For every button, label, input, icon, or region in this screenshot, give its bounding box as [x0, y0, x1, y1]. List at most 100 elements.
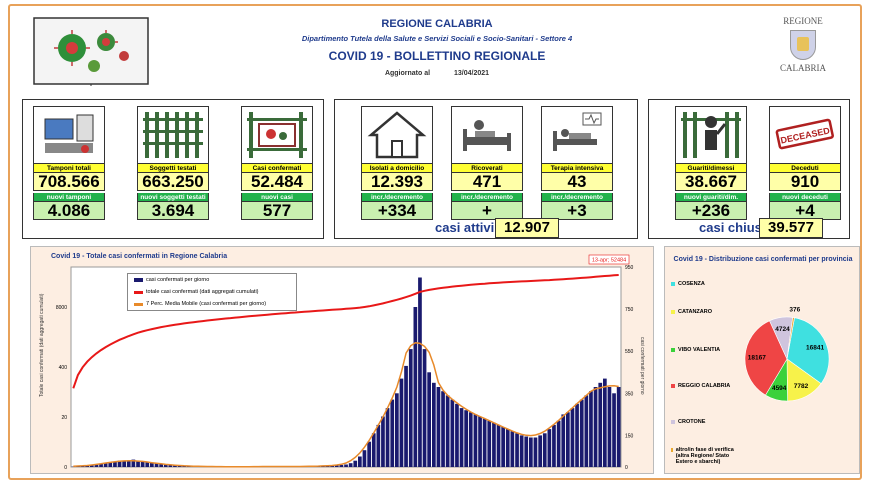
card-sub-label: incr./decremento [451, 193, 523, 202]
daily-bar [408, 349, 413, 467]
card-soggetti: Soggetti testati 663.250 nuovi soggetti … [137, 106, 209, 220]
right-tick-label: 750 [625, 307, 634, 313]
card-guariti: Guariti/dimessi 38.667 nuovi guariti/dim… [675, 106, 747, 220]
card-value: 663.250 [137, 173, 209, 191]
daily-bar [612, 393, 616, 467]
icu-bed-icon [541, 106, 613, 164]
pie-legend-swatch [671, 348, 675, 352]
right-tick-label: 0 [625, 465, 628, 471]
daily-bar [473, 414, 478, 467]
card-sub-value: +236 [675, 202, 747, 220]
daily-bar [330, 465, 334, 467]
department-subtitle: Dipartimento Tutela della Salute e Servi… [301, 34, 573, 43]
card-sub-label: incr./decremento [541, 193, 613, 202]
region-logo: REGIONE CALABRIA [768, 16, 838, 90]
pie-legend-label: REGGIO CALABRIA [678, 383, 731, 389]
left-tick-label: 8000 [56, 305, 67, 311]
card-label: Ricoverati [451, 164, 523, 173]
legend-item: 7 Perc. Media Mobile (casi confermati pe… [134, 301, 266, 307]
card-ricoverati: Ricoverati 471 incr./decremento + [451, 106, 523, 220]
moving-average-line [73, 342, 619, 468]
pie-legend-swatch [671, 384, 675, 388]
daily-bar [510, 431, 515, 467]
legend-label: 7 Perc. Media Mobile (casi confermati pe… [146, 301, 267, 307]
active-group: Isolati a domicilio 12.393 incr./decreme… [334, 99, 638, 239]
bulletin-frame: REGIONE CALABRIA Dipartimento Tutela del… [8, 4, 862, 480]
card-sub-value: +3 [541, 202, 613, 220]
pie-legend-item: COSENZA [671, 281, 743, 287]
daily-bar [422, 349, 427, 467]
card-isolati: Isolati a domicilio 12.393 incr./decreme… [361, 106, 433, 220]
daily-bar [113, 461, 117, 467]
daily-bar [371, 433, 376, 467]
card-casi-confermati: Casi confermati 52.484 nuovi casi 577 [241, 106, 313, 220]
daily-bar [80, 466, 85, 467]
daily-bar [150, 462, 154, 467]
region-title: REGIONE CALABRIA [381, 18, 493, 30]
chart-legend: casi confermati per giorno totale casi c… [127, 273, 297, 311]
daily-bar [173, 465, 177, 467]
daily-bar [598, 382, 603, 467]
daily-bar [589, 391, 593, 467]
daily-bar [436, 387, 441, 467]
card-label: Soggetti testati [137, 164, 209, 173]
card-label: Casi confermati [241, 164, 313, 173]
pie-legend-label: altro/in fase di verifica (altra Regione… [675, 447, 734, 465]
closed-cases-label: casi chiusi [699, 220, 766, 235]
left-tick-label: 0 [64, 465, 67, 471]
cumulative-line [72, 274, 619, 389]
daily-bar [163, 464, 168, 467]
pie-legend-swatch [671, 282, 675, 286]
pie-legend-label: VIBO VALENTIA [678, 347, 721, 353]
pie-legend-label: CATANZARO [678, 309, 713, 315]
deceased-stamp-icon: DECEASED [769, 106, 841, 164]
daily-bar [418, 277, 422, 467]
confirmed-cases-icon [241, 106, 313, 164]
pie-legend-item: VIBO VALENTIA [671, 347, 743, 353]
daily-bar [593, 387, 598, 467]
pie-slice-label: 4724 [775, 326, 790, 333]
daily-bar [168, 464, 173, 467]
card-value: 43 [541, 173, 613, 191]
daily-bar [445, 395, 450, 467]
active-cases-value: 12.907 [495, 218, 559, 238]
daily-bar [607, 387, 612, 467]
card-sub-value: + [451, 202, 523, 220]
card-value: 12.393 [361, 173, 433, 191]
card-sub-label: nuovi deceduti [769, 193, 841, 202]
province-pie-chart: 16841 7782 4594 18167 4724 376 [744, 307, 830, 402]
daily-bar [468, 412, 473, 467]
right-tick-label: 550 [625, 349, 634, 355]
daily-bar [390, 399, 395, 467]
hospital-bed-icon [451, 106, 523, 164]
daily-bar [455, 403, 459, 467]
card-label: Tamponi totali [33, 164, 105, 173]
daily-bar [94, 464, 99, 467]
card-sub-value: 577 [241, 202, 313, 220]
left-tick-label: 20 [61, 415, 67, 421]
legend-label: totale casi confermati (dati aggregati c… [146, 289, 259, 295]
pie-legend-item: CROTONE [671, 419, 743, 425]
legend-swatch [134, 302, 143, 306]
updated-date: 13/04/2021 [454, 70, 490, 77]
closed-cases-value: 39.577 [759, 218, 823, 238]
daily-bar [556, 420, 561, 467]
daily-bar [339, 464, 344, 467]
daily-bar [515, 433, 519, 467]
daily-bar [496, 424, 501, 467]
daily-bar [122, 461, 126, 467]
daily-bar [501, 427, 505, 467]
province-pie-panel: Covid 19 - Distribuzione casi confermati… [664, 246, 860, 474]
daily-bar [482, 418, 487, 467]
daily-bar [533, 437, 538, 467]
updated-line: Aggiornato al 13/04/2021 [10, 70, 864, 77]
pie-slice-label: 4594 [772, 385, 787, 392]
card-label: Guariti/dimessi [675, 164, 747, 173]
daily-bar [464, 410, 468, 467]
card-tamponi: Tamponi totali 708.566 nuovi tamponi 4.0… [33, 106, 105, 220]
right-tick-label: 950 [625, 265, 634, 271]
testing-group: Tamponi totali 708.566 nuovi tamponi 4.0… [22, 99, 324, 239]
daily-bar [579, 399, 584, 467]
pie-slice [786, 317, 830, 385]
daily-bar [404, 365, 408, 467]
